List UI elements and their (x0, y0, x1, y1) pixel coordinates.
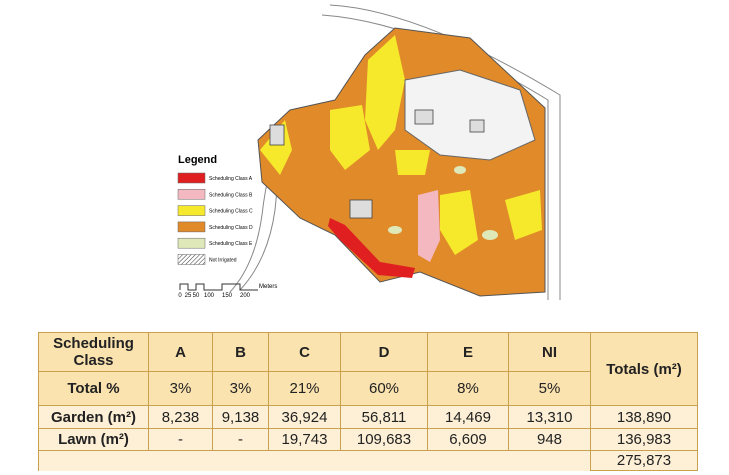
scale-bar (179, 283, 258, 291)
scale-tick-label: 50 (193, 293, 200, 299)
data-cell: 3% (148, 371, 213, 406)
data-cell: 14,469 (427, 405, 509, 429)
class-b-area (418, 190, 440, 262)
data-cell: - (212, 428, 269, 451)
legend-swatch (177, 254, 206, 265)
data-cell: 9,138 (212, 405, 269, 429)
data-cell: 60% (340, 371, 428, 406)
data-cell: 138,890 (590, 405, 698, 429)
data-cell: 5% (508, 371, 591, 406)
legend-swatch (177, 237, 206, 249)
scale-tick-label: 25 (185, 293, 192, 299)
data-cell: 21% (268, 371, 341, 406)
data-cell: 36,924 (268, 405, 341, 429)
data-cell: 3% (212, 371, 269, 406)
legend-title: Legend (178, 154, 217, 166)
blank-cell (38, 450, 591, 471)
row-label: Garden (m²) (38, 405, 149, 429)
data-cell: 948 (508, 428, 591, 451)
legend-label: Not Irrigated (209, 258, 237, 264)
data-cell: 8,238 (148, 405, 213, 429)
grand-total: 275,873 (590, 450, 698, 471)
header-cell: Scheduling Class (38, 332, 149, 372)
row-label: Lawn (m²) (38, 428, 149, 451)
scale-tick-label: 0 (178, 293, 182, 299)
scale-tick-label: 100 (204, 293, 215, 299)
row-label: Total % (38, 371, 149, 406)
data-cell: 6,609 (427, 428, 509, 451)
data-cell: 19,743 (268, 428, 341, 451)
data-cell: 136,983 (590, 428, 698, 451)
legend-label: Scheduling Class E (209, 241, 253, 247)
legend-label: Scheduling Class D (209, 225, 253, 231)
legend-label: Scheduling Class A (209, 176, 253, 182)
header-cell: E (427, 332, 509, 372)
legend-swatch (177, 221, 206, 233)
scale-unit: Meters (259, 284, 277, 290)
data-cell: 56,811 (340, 405, 428, 429)
header-cell: Totals (m²) (590, 332, 698, 406)
not-irrigated (269, 109, 485, 219)
header-cell: NI (508, 332, 591, 372)
data-cell: 8% (427, 371, 509, 406)
scale-tick-label: 200 (240, 293, 251, 299)
legend-label: Scheduling Class B (209, 192, 253, 198)
header-cell: C (268, 332, 341, 372)
class-e-areas (388, 166, 498, 240)
header-cell: D (340, 332, 428, 372)
legend-swatch (177, 189, 206, 200)
data-cell: - (148, 428, 213, 451)
schedule-table: Scheduling Class A B C D E NI Totals (m²… (38, 332, 698, 471)
data-cell: 13,310 (508, 405, 591, 429)
header-cell: B (212, 332, 269, 372)
white-area (404, 69, 536, 161)
header-cell: A (148, 332, 213, 372)
data-cell: 109,683 (340, 428, 428, 451)
legend-label: Scheduling Class C (209, 209, 253, 215)
class-a-strip (328, 218, 415, 278)
scale-labels: 0 25 50 100 150 200 (178, 293, 250, 299)
legend-swatch (177, 205, 206, 216)
scale-tick-label: 150 (222, 293, 233, 299)
legend-swatch (177, 172, 206, 184)
legend: Scheduling Class A Scheduling Class B Sche… (177, 172, 253, 265)
